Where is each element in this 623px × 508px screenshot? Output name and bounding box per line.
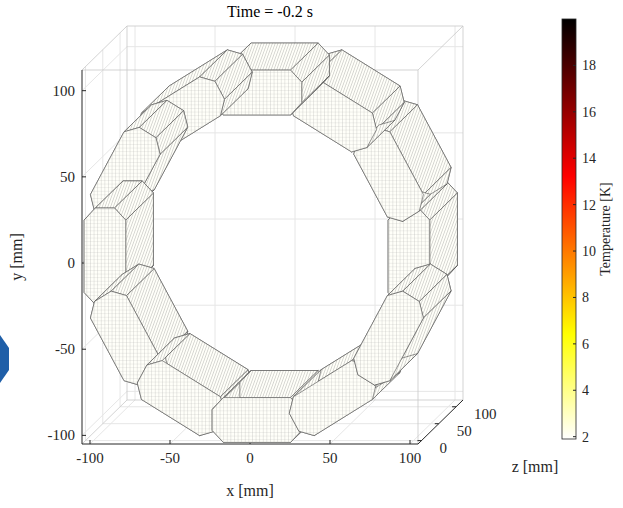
coil-front-face-mesh bbox=[137, 361, 224, 436]
colorbar-tick-label: 10 bbox=[582, 244, 596, 259]
coil-side-face-mesh bbox=[147, 334, 190, 365]
y-tick-label: 100 bbox=[53, 83, 76, 99]
coil bbox=[354, 264, 451, 385]
colorbar-tick-label: 8 bbox=[582, 290, 589, 305]
coil-side-face bbox=[302, 55, 330, 103]
colorbar-tick-label: 6 bbox=[582, 337, 589, 352]
colorbar-tick-label: 12 bbox=[582, 198, 596, 213]
x-axis-title: x [mm] bbox=[226, 482, 274, 499]
y-tick-label: 0 bbox=[68, 255, 76, 271]
colorbar-tick-label: 16 bbox=[582, 105, 596, 120]
tick bbox=[435, 423, 439, 424]
box-edge bbox=[127, 26, 463, 27]
box-edge bbox=[82, 26, 127, 70]
colorbar-tick-label: 14 bbox=[582, 151, 596, 166]
chart: -100-50050100-100-50050100050100x [mm]y … bbox=[0, 0, 623, 508]
box-edge bbox=[82, 400, 127, 444]
title: Time = -0.2 s bbox=[227, 3, 313, 20]
coil-front-face bbox=[212, 398, 302, 443]
colorbar-tick bbox=[573, 436, 576, 437]
z-tick-label: 50 bbox=[457, 423, 472, 439]
coil-side-face bbox=[220, 72, 252, 116]
colorbar-title: Temperature [K] bbox=[598, 182, 613, 275]
decoration bbox=[0, 335, 9, 383]
coil-side-face-mesh bbox=[111, 264, 154, 295]
tick bbox=[417, 440, 421, 441]
coil-side-face bbox=[156, 111, 188, 155]
tick bbox=[82, 90, 86, 91]
y-tick-label: -100 bbox=[48, 427, 76, 443]
tick bbox=[330, 440, 331, 444]
coil-side-face-mesh bbox=[302, 55, 330, 103]
colorbar-tick bbox=[573, 343, 576, 344]
colorbar-tick bbox=[573, 65, 576, 66]
x-tick-label: 0 bbox=[246, 450, 254, 466]
coil bbox=[90, 100, 187, 221]
z-axis-title: z [mm] bbox=[512, 458, 559, 475]
z-tick-label: 0 bbox=[439, 440, 447, 456]
tick bbox=[82, 349, 86, 350]
reference-circle bbox=[119, 79, 423, 406]
box-edge bbox=[463, 26, 464, 400]
y-axis-title: y [mm] bbox=[8, 233, 26, 281]
colorbar-tick bbox=[573, 111, 576, 112]
colorbar-tick bbox=[573, 158, 576, 159]
colorbar bbox=[562, 19, 576, 439]
colorbar-tick bbox=[573, 251, 576, 252]
colorbar-tick bbox=[573, 297, 576, 298]
tick bbox=[82, 435, 86, 436]
y-tick-label: -50 bbox=[55, 341, 75, 357]
coil-front-face bbox=[354, 291, 424, 385]
coil-side-face-mesh bbox=[156, 111, 188, 155]
x-tick-label: -50 bbox=[160, 450, 180, 466]
box-edge bbox=[418, 26, 463, 70]
coil-front-face-mesh bbox=[212, 398, 302, 443]
colorbar-tick-label: 4 bbox=[582, 383, 589, 398]
z-tick-label: 100 bbox=[474, 406, 497, 422]
coil-side-face bbox=[147, 334, 190, 365]
tick bbox=[170, 440, 171, 444]
x-tick-label: 50 bbox=[323, 450, 338, 466]
plot-area bbox=[84, 43, 457, 442]
colorbar-tick-label: 18 bbox=[582, 58, 596, 73]
axis-line bbox=[82, 70, 83, 444]
coil-front-face bbox=[137, 361, 224, 436]
colorbar-tick bbox=[573, 204, 576, 205]
coil-side-face-mesh bbox=[220, 72, 252, 116]
y-tick-label: 50 bbox=[60, 169, 75, 185]
tick bbox=[410, 440, 411, 444]
x-tick-label: -100 bbox=[76, 450, 104, 466]
coil-front-face-mesh bbox=[354, 291, 424, 385]
x-tick-label: 100 bbox=[399, 450, 422, 466]
tick bbox=[90, 440, 91, 444]
colorbar-tick bbox=[573, 390, 576, 391]
tick bbox=[452, 406, 456, 407]
colorbar-tick-label: 2 bbox=[582, 430, 589, 445]
coil-side-face bbox=[111, 264, 154, 295]
tick bbox=[82, 176, 86, 177]
